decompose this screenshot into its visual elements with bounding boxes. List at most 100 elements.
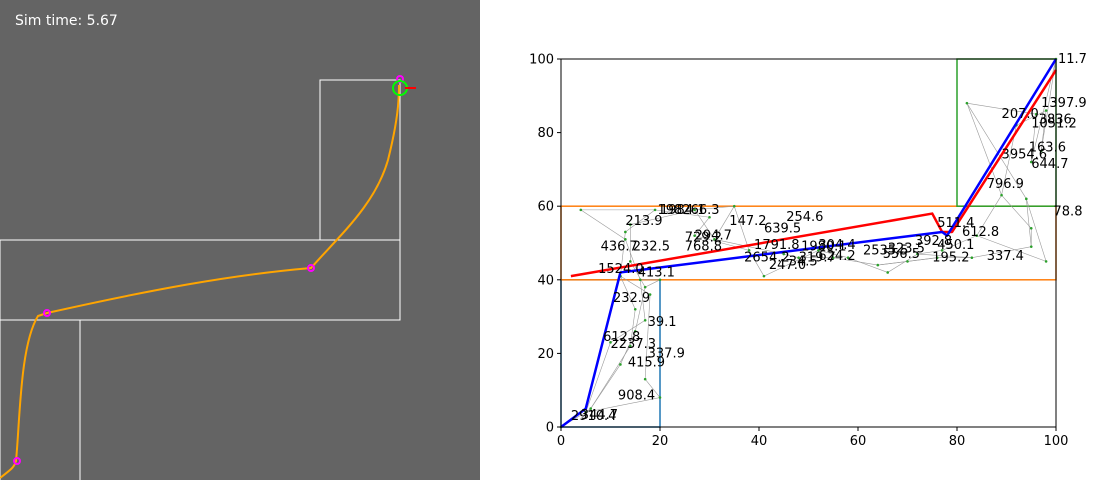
roadmap-node <box>624 230 627 234</box>
roadmap-edge <box>763 250 819 277</box>
roadmap-edge <box>620 275 651 295</box>
roadmap-node <box>886 271 889 274</box>
roadmap-node <box>693 234 696 237</box>
roadmap-node <box>653 208 657 212</box>
roadmap-edge <box>580 209 626 240</box>
roadmap-node <box>906 260 909 263</box>
roadmap-edge <box>625 239 641 280</box>
roadmap-edge <box>783 253 799 259</box>
robot-trajectory <box>0 84 400 479</box>
roadmap-node <box>1039 149 1043 153</box>
roadmap-node <box>713 238 716 241</box>
roadmap-edge <box>585 342 611 413</box>
node-cost-label: 337.9 <box>648 346 685 361</box>
roadmap-edge <box>694 217 710 236</box>
x-tick-label: 40 <box>751 434 768 449</box>
roadmap-node <box>629 260 632 263</box>
roadmap-node <box>693 208 696 212</box>
y-tick-label: 0 <box>546 421 554 436</box>
x-tick-label: 80 <box>949 434 966 449</box>
roadmap-edge <box>610 320 646 343</box>
node-cost-label: 323.5 <box>888 242 925 257</box>
node-cost-label: 213.9 <box>625 214 662 229</box>
node-cost-label: 2654.2 <box>744 251 790 266</box>
roadmap-node <box>846 256 850 260</box>
roadmap-node <box>916 252 919 256</box>
node-cost-label: 247.0 <box>769 258 806 273</box>
roadmap-edge <box>644 378 661 398</box>
node-cost-label: 147.2 <box>729 214 766 229</box>
roadmap-edge <box>625 209 656 233</box>
roadmap-node <box>629 223 632 226</box>
roadmap-edge <box>966 103 1027 199</box>
roadmap-edge <box>634 287 646 332</box>
roadmap-edge <box>630 309 636 347</box>
roadmap-edge <box>971 246 1032 259</box>
node-cost-label: 3954.6 <box>1002 148 1048 163</box>
node-cost-label: 232.9 <box>613 291 650 306</box>
y-tick-label: 80 <box>537 126 554 141</box>
node-cost-label: 39.1 <box>648 315 677 330</box>
roadmap-node <box>1029 245 1033 248</box>
path-plot-panel: 11.7 1397.9 207.0 1051.2 3836 163.6 3954.6 644.… <box>480 0 1120 480</box>
waypoint-marker <box>307 264 315 272</box>
roadmap-node <box>1029 160 1033 164</box>
node-cost-label: 207.0 <box>1002 107 1039 122</box>
roadmap-node <box>732 204 736 208</box>
waypoint-marker <box>43 309 51 317</box>
roadmap-node <box>1000 193 1003 197</box>
node-cost-label: 612.8 <box>603 330 640 345</box>
axis-ticks: 0 20 40 60 80 100 0 20 40 60 80 100 <box>529 53 1068 450</box>
roadmap-node <box>876 263 880 267</box>
roadmap-node <box>940 249 944 252</box>
roadmap-edge <box>714 239 784 255</box>
roadmap-edge <box>748 250 765 277</box>
roadmap-node <box>643 377 647 381</box>
roadmap-node <box>633 307 637 311</box>
node-cost-label: 556.5 <box>883 247 920 262</box>
roadmap-node <box>619 363 622 366</box>
roadmap-edge <box>976 195 1002 236</box>
path-series <box>560 58 1058 429</box>
roadmap-edge <box>655 209 710 218</box>
y-tick-label: 20 <box>537 347 554 362</box>
roadmap-node <box>817 249 820 252</box>
roadmap-edge <box>645 279 661 288</box>
node-cost-label: 1980.1 <box>801 240 847 255</box>
node-cost-label: 392.8 <box>915 234 952 249</box>
node-cost-label: 450.1 <box>937 238 974 253</box>
roadmap-node <box>1029 226 1033 230</box>
roadmap-edge <box>833 257 878 266</box>
roadmap-node <box>1025 197 1028 201</box>
node-cost-label: 796.9 <box>987 177 1024 192</box>
node-cost-label: 639.5 <box>764 221 801 236</box>
x-tick-label: 0 <box>557 434 565 449</box>
node-cost-label: 729.2 <box>685 230 722 245</box>
corridor-bottom-left <box>0 319 81 480</box>
roadmap-node <box>965 101 969 105</box>
roadmap-node <box>831 256 835 260</box>
roadmap-node <box>762 274 766 278</box>
roadmap-edge <box>942 235 977 251</box>
roadmap-node <box>970 256 974 260</box>
roadmap-node <box>579 208 583 212</box>
roadmap-node <box>584 410 588 414</box>
roadmap-node <box>1034 112 1038 116</box>
roadmap-edge <box>976 235 1047 262</box>
x-tick-label: 100 <box>1044 434 1069 449</box>
roadmap-node <box>658 396 662 399</box>
node-cost-label: 344.7 <box>581 408 618 423</box>
corridor-top-right <box>319 79 401 241</box>
roadmap-edge <box>887 253 918 273</box>
roadmap-node <box>1044 109 1048 112</box>
node-cost-label: 1791.8 <box>754 238 800 253</box>
node-cost-label: 1524.0 <box>598 262 644 277</box>
roadmap-edge <box>630 209 695 225</box>
node-cost-label: 768.8 <box>685 240 722 255</box>
roadmap-node <box>643 285 647 289</box>
node-cost-label: 254.6 <box>786 210 823 225</box>
roadmap-node <box>708 215 711 219</box>
roadmap-edge <box>639 279 646 321</box>
node-cost-label: 413.1 <box>638 265 675 280</box>
